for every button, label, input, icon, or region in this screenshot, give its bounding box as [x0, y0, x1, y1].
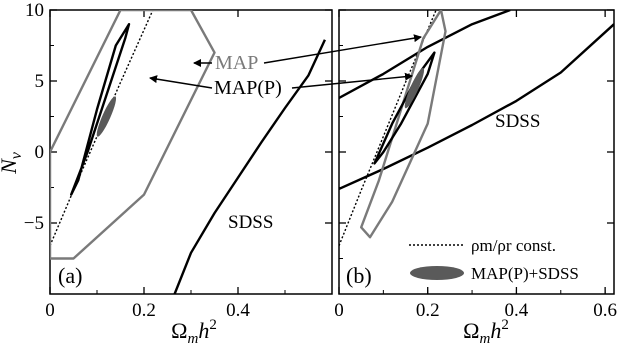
- panel-a--m-r-const-curve: [50, 10, 154, 246]
- x-axis-label-a: Ωmh2: [171, 317, 217, 347]
- panel-a-ytick-label: −5: [24, 213, 44, 234]
- mapp-annotation: MAP(P): [214, 77, 282, 99]
- panel-a-xtick-label: 0.4: [226, 300, 250, 321]
- panel-b-ticks: 0 0.2 0.4 0.6: [334, 9, 617, 321]
- panel-b-map-p-curve: [373, 51, 436, 165]
- panel-b-map-curve: [360, 10, 447, 239]
- panel-b--m-r-const-curve: [339, 10, 437, 246]
- legend-dotted-label: ρm/ρr const.: [471, 236, 556, 255]
- map-arrow-b: [263, 34, 422, 64]
- mapp-arrow-b: [291, 72, 413, 89]
- panel-a-xtick-label: 0: [45, 300, 55, 321]
- panel-a-ytick-label: 5: [35, 71, 45, 92]
- x-axis-label-b: Ωmh2: [463, 317, 509, 347]
- sdss-label-b: SDSS: [495, 111, 540, 132]
- panel-b-xtick-label: 0.4: [505, 300, 529, 321]
- panel-a-xtick-label: 0.2: [132, 300, 156, 321]
- map-annotation: MAP: [215, 52, 258, 74]
- panel-b-sdss-lower-curve: [339, 23, 614, 190]
- panel-b-map-p-sdss-region: [404, 67, 425, 109]
- panel-b-label: (b): [346, 263, 372, 288]
- panel-b-sdss-upper-curve: [339, 10, 511, 100]
- panel-a-ytick-label: 0: [35, 142, 45, 163]
- panel-b-xtick-label: 0.2: [416, 300, 440, 321]
- panel-b-series: [339, 10, 614, 246]
- panel-a-map-p-curve: [69, 23, 131, 196]
- panel-a-ticks: 0 0.2 0.4 −5 0 5 10: [24, 0, 333, 321]
- panel-a-series: [50, 10, 326, 294]
- y-axis-label: Nν: [0, 151, 25, 175]
- mapp-arrow-a: [149, 75, 213, 89]
- panel-a-ytick-label: 10: [25, 0, 44, 21]
- panel-b-xtick-label: 0: [334, 300, 344, 321]
- panel-b-xtick-label: 0.6: [593, 300, 617, 321]
- panel-a-sdss-curve: [173, 39, 326, 294]
- panel-a-map-p-sdss-region: [96, 96, 117, 137]
- sdss-label-a: SDSS: [228, 212, 273, 233]
- legend-fill-swatch: [410, 266, 464, 280]
- legend-fill-label: MAP(P)+SDSS: [471, 264, 579, 283]
- panel-a-map-curve: [50, 10, 216, 260]
- panel-a-label: (a): [58, 263, 82, 288]
